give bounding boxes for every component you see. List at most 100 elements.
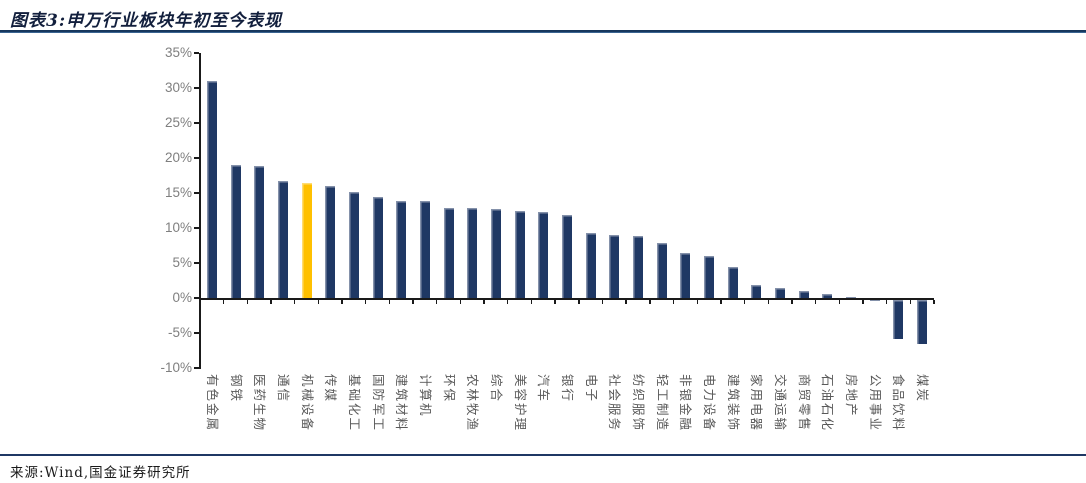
x-axis-tick: [696, 300, 698, 304]
bar: [633, 235, 644, 298]
x-category-label: 美容护理: [512, 374, 527, 433]
bar: [869, 300, 880, 302]
x-axis-tick: [412, 300, 414, 304]
x-axis-tick: [578, 300, 580, 304]
x-axis-tick: [483, 300, 485, 304]
x-category-label: 石油石化: [820, 374, 835, 433]
y-axis-line: [199, 53, 201, 369]
x-category-label: 轻工制造: [654, 374, 669, 433]
bar: [277, 181, 288, 298]
x-axis-tick: [341, 300, 343, 304]
y-tick-label: 5%: [172, 255, 192, 270]
x-axis-tick: [625, 300, 627, 304]
x-axis-tick: [885, 300, 888, 304]
y-tick-label: 20%: [164, 150, 192, 165]
plot-area: 35% 30% 25% 20% 15% 10% 5% 0% -5% -10% 有色金属 钢铁 医药生物通…: [160, 45, 935, 432]
x-category-label: 汽车: [536, 374, 551, 404]
x-category-label: 通信: [275, 374, 290, 404]
x-axis-tick: [862, 300, 864, 304]
x-category-label: 医药生物: [252, 374, 267, 433]
bar: [846, 296, 857, 298]
bar: [656, 242, 667, 298]
x-category-label: 家用电器: [749, 374, 764, 433]
x-category-label: 建筑材料: [394, 374, 409, 433]
bar: [893, 300, 904, 339]
y-tick-label: -5%: [167, 325, 192, 340]
x-axis-tick: [791, 300, 793, 304]
x-axis-tick: [507, 300, 509, 304]
x-axis-tick: [199, 300, 201, 304]
y-tick-label: 30%: [164, 80, 192, 95]
y-tick-label: 15%: [164, 185, 192, 200]
bar: [254, 166, 265, 298]
bar: [230, 165, 241, 298]
x-category-label: 计算机: [417, 374, 432, 418]
x-category-label: 交通运输: [773, 374, 788, 433]
x-category-label: 综合: [488, 374, 503, 404]
x-axis-tick: [909, 300, 911, 304]
y-axis-tick: [194, 332, 199, 334]
y-tick-label: 0%: [172, 290, 192, 305]
y-axis-tick: [194, 367, 199, 369]
x-category-label: 机械设备: [299, 374, 314, 433]
bar: [585, 232, 596, 298]
x-category-label: 公用事业: [867, 374, 882, 433]
x-axis-tick: [672, 300, 675, 304]
bar: [419, 201, 430, 298]
x-category-label: 钢铁: [228, 374, 243, 404]
y-axis-tick: [194, 227, 199, 229]
bar: [538, 211, 549, 298]
x-category-label: 煤炭: [915, 374, 930, 404]
x-category-label: 纺织服饰: [631, 374, 646, 433]
x-category-label: 商贸零售: [796, 374, 811, 433]
x-category-label: 环保: [441, 374, 456, 404]
x-axis-tick: [294, 300, 296, 304]
y-axis-tick: [194, 192, 199, 194]
bar: [514, 211, 525, 298]
bar-highlighted: [301, 183, 312, 298]
x-axis-tick: [436, 300, 438, 304]
x-axis-tick: [365, 300, 367, 304]
y-tick-label: -10%: [160, 360, 192, 375]
y-axis-tick: [194, 87, 199, 89]
x-axis-tick: [246, 300, 249, 304]
x-axis-tick: [720, 300, 722, 304]
bar: [396, 201, 407, 298]
x-category-label: 建筑装饰: [725, 374, 740, 433]
x-axis-tick: [530, 300, 533, 304]
x-category-label: 有色金属: [204, 374, 219, 433]
bar: [325, 186, 336, 298]
y-axis-tick: [194, 52, 199, 54]
bar: [348, 192, 359, 298]
x-axis-tick: [388, 300, 391, 304]
y-tick-label: 35%: [164, 45, 192, 60]
x-axis-line: [200, 298, 934, 300]
bar: [443, 207, 454, 298]
bar: [775, 287, 786, 298]
x-axis-tick: [601, 300, 604, 304]
x-category-label: 农林牧渔: [465, 374, 480, 433]
bar: [562, 214, 572, 298]
y-axis-tick: [194, 122, 199, 124]
bar: [680, 253, 691, 298]
bar: [751, 285, 762, 298]
footer-divider-rule: [0, 454, 1086, 456]
y-tick-label: 10%: [164, 220, 192, 235]
x-category-label: 非银金融: [678, 374, 693, 433]
x-axis-tick: [554, 300, 556, 304]
x-category-label: 银行: [560, 374, 574, 404]
x-category-label: 房地产: [844, 374, 859, 418]
bar: [490, 209, 501, 298]
x-axis-tick: [933, 300, 935, 304]
bar: [372, 197, 383, 298]
bar: [467, 208, 478, 298]
y-axis-tick: [194, 297, 199, 299]
x-axis-tick: [317, 300, 320, 304]
x-category-label: 社会服务: [607, 374, 622, 433]
bar: [609, 235, 620, 298]
y-tick-label: 25%: [164, 115, 192, 130]
bar: [206, 81, 217, 298]
title-divider-rule: [0, 30, 1086, 33]
y-axis-tick: [194, 262, 199, 264]
chart-figure-title: 图表3:申万行业板块年初至今表现: [10, 11, 283, 31]
